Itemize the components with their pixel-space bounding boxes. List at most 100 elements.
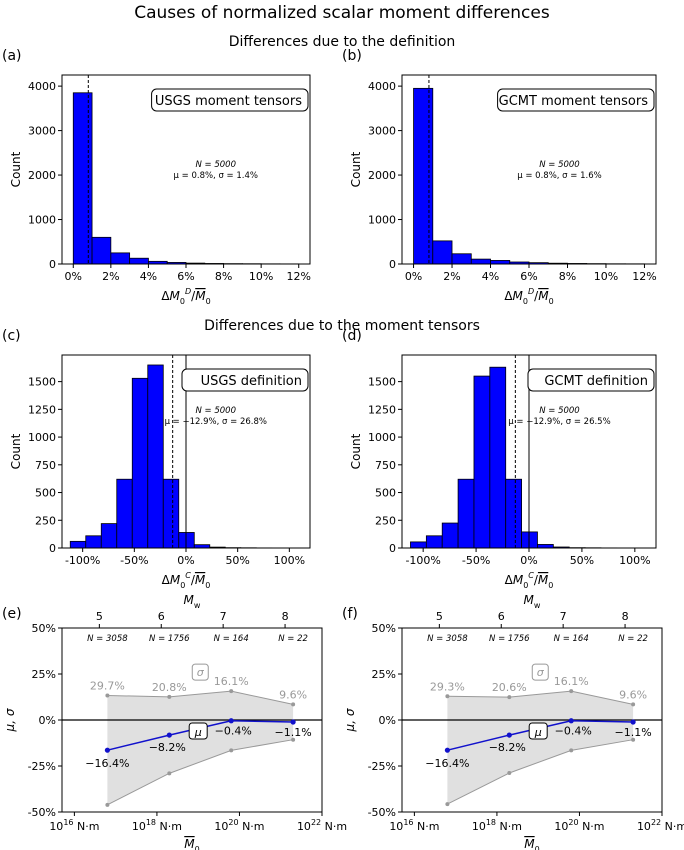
x-tick-label: -100% [405,554,440,567]
y-tick-label: 50% [32,622,56,635]
sigma-data-label: 16.1% [214,675,249,688]
x-tick-label: 6% [177,270,194,283]
x-tick-label: 1022 N·m [637,818,684,833]
sigma-band [107,691,294,805]
n-count-label: N = 1756 [149,634,190,644]
x-tick-label: 0% [65,270,82,283]
histogram-panel: -100% -50% 0% 50% 100% 0 250 500 750 1000 1250 1500… [2,328,311,590]
n-count-label: N = 22 [618,634,648,644]
sigma-lower-line [447,739,634,805]
mu-point [104,747,110,753]
y-tick-label: 2000 [368,169,396,182]
sigma-point [229,748,234,753]
sigma-point [229,689,234,694]
line-panel: −16.4% −8.2% −0.4% −1.1% 29.3% 20.6% 16.1% 9.6%… [342,593,684,850]
mu-box [528,722,548,740]
histogram-panel: -100% -50% 0% 50% 100% 0 250 500 750 1000 1250 1500… [342,328,657,590]
histogram-bar [129,257,149,265]
y-tick-label: 0 [49,258,56,271]
y-tick-label: 0 [389,258,396,271]
y-tick-label: 25% [372,668,396,681]
y-tick-label: 1500 [28,376,56,389]
panel-label: (b) [342,48,362,64]
stats-n: N = 5000 [539,406,580,416]
sigma-box-label: σ [197,666,205,679]
y-tick-label: 750 [375,459,396,472]
n-count-label: N = 164 [554,634,589,644]
histogram-bar [100,523,118,549]
histogram-bar [521,531,538,549]
mu-box [188,722,208,740]
legend-box [497,88,655,112]
y-tick-label: 3000 [28,125,56,138]
section-title-definition: Differences due to the definition [229,34,456,50]
legend-box-label: USGS moment tensors [155,94,302,109]
n-count-label: N = 164 [214,634,249,644]
sigma-point [105,802,110,807]
histogram-bar [432,240,453,265]
histogram-bar [413,87,434,265]
mu-data-label: −8.2% [489,741,526,754]
y-axis-label: Count [9,151,23,187]
top-x-tick-label: 8 [622,610,629,623]
histogram-bar [162,478,180,549]
x-tick-label: 8% [559,270,576,283]
x-tick-label: 1020 N·m [214,818,264,833]
y-tick-label: 750 [35,459,56,472]
sigma-point [445,694,450,699]
histogram-bar [85,535,102,549]
sigma-data-label: 29.7% [90,680,125,693]
sigma-upper-line [447,690,634,705]
x-tick-label: 1016 N·m [389,818,439,833]
x-tick-label: -100% [65,554,100,567]
mu-point [568,718,574,724]
legend-box-label: GCMT moment tensors [499,94,649,109]
legend-box [527,368,655,392]
mu-point [630,719,636,725]
sigma-point [291,702,296,707]
y-tick-label: -50% [28,806,56,819]
sigma-point [569,748,574,753]
x-tick-label: 50% [570,554,594,567]
y-tick-label: 1000 [368,214,396,227]
figure-title: Causes of normalized scalar moment diffe… [134,3,550,23]
y-tick-label: 0% [39,714,56,727]
y-tick-label: 1000 [28,431,56,444]
sigma-point [167,771,172,776]
x-tick-label: 12% [632,270,656,283]
legend-box-label: USGS definition [201,374,302,389]
top-x-tick-label: 5 [96,610,103,623]
stats-mu-sigma: μ = −12.9%, σ = 26.8% [165,417,267,427]
sigma-data-label: 9.6% [279,688,307,701]
sigma-point [291,737,296,742]
histogram-bar [178,532,195,549]
histogram-bar [410,541,427,549]
sigma-data-label: 9.6% [619,688,647,701]
y-tick-label: 50% [372,622,396,635]
x-tick-label: 1016 N·m [49,818,99,833]
y-axis-label: Count [349,151,363,187]
x-tick-label: 0% [405,270,422,283]
x-tick-label: 2% [102,270,119,283]
x-tick-label: 100% [619,554,650,567]
histogram-bar [457,478,475,549]
x-tick-label: 1022 N·m [297,818,347,833]
histogram-bar [470,258,491,265]
x-tick-label: 4% [482,270,499,283]
stats-n: N = 5000 [539,160,580,170]
histogram-bar [72,92,93,265]
stats-mu-sigma: μ = 0.8%, σ = 1.6% [517,171,601,181]
y-tick-label: 250 [35,514,56,527]
panel-label: (d) [342,328,362,344]
sigma-point [167,694,172,699]
mu-data-label: −1.1% [275,726,312,739]
mu-data-label: −0.4% [215,725,252,738]
top-x-tick-label: 7 [220,610,227,623]
histogram-bar [110,252,131,265]
x-tick-label: 2% [443,270,460,283]
mu-data-label: −16.4% [85,757,129,770]
x-tick-label: 4% [140,270,157,283]
top-x-tick-label: 5 [436,610,443,623]
mu-data-label: −16.4% [425,757,469,770]
y-axis-label: Count [349,433,363,469]
